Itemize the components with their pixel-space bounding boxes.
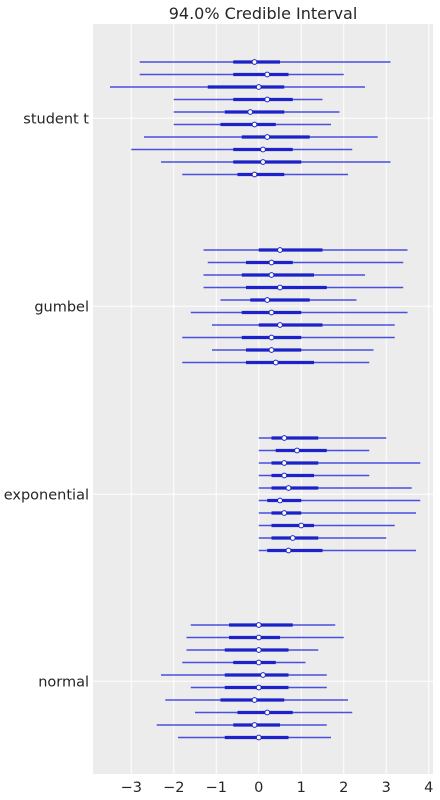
interval-marks: [110, 59, 421, 741]
interval: [173, 109, 340, 115]
median-point: [277, 247, 283, 253]
group-label: gumbel: [34, 299, 89, 315]
median-point: [277, 284, 283, 291]
interval: [190, 684, 327, 691]
median-point: [255, 84, 262, 90]
x-tick-label: −3: [121, 780, 142, 796]
median-point: [251, 722, 258, 728]
y-axis-labels: student t gumbel exponential normal: [4, 111, 90, 690]
median-point: [277, 497, 283, 504]
median-point: [260, 159, 266, 165]
median-point: [298, 522, 305, 529]
interval: [258, 485, 412, 491]
x-tick-label: 4: [424, 780, 433, 796]
interval: [258, 472, 370, 479]
interval: [212, 347, 374, 353]
interval: [144, 134, 378, 140]
interval: [139, 71, 344, 78]
median-point: [264, 297, 271, 303]
interval: [258, 435, 387, 441]
group-label: student t: [23, 111, 89, 127]
median-point: [251, 171, 258, 178]
interval: [258, 522, 395, 529]
interval: [186, 647, 319, 653]
interval: [161, 159, 391, 165]
interval: [258, 535, 387, 541]
interval: [190, 309, 408, 316]
median-point: [268, 309, 275, 316]
median-point: [268, 272, 275, 278]
median-point: [272, 359, 279, 366]
interval: [156, 722, 327, 728]
median-point: [268, 334, 275, 341]
median-point: [264, 71, 271, 78]
median-point: [255, 684, 262, 691]
interval: [258, 510, 416, 516]
x-tick-label: 1: [297, 780, 306, 796]
median-point: [255, 734, 262, 741]
median-point: [285, 547, 292, 554]
interval: [186, 634, 344, 641]
median-point: [260, 672, 266, 678]
interval: [178, 734, 331, 741]
median-point: [251, 121, 258, 128]
group-label: normal: [38, 674, 89, 690]
median-point: [277, 322, 283, 328]
interval: [195, 709, 353, 716]
median-point: [255, 659, 262, 666]
interval: [139, 59, 391, 65]
interval: [258, 497, 421, 504]
median-point: [264, 709, 271, 716]
x-tick-label: 3: [382, 780, 391, 796]
interval: [173, 121, 331, 128]
median-point: [264, 134, 271, 140]
interval: [182, 334, 395, 341]
median-point: [264, 96, 271, 103]
interval: [182, 359, 370, 366]
interval: [182, 659, 306, 666]
interval: [165, 697, 348, 703]
x-tick-label: −1: [206, 780, 227, 796]
interval: [161, 672, 327, 678]
median-point: [251, 59, 258, 65]
interval: [173, 96, 323, 103]
x-axis-tick-labels: −3 −2 −1 0 1 2 3 4: [121, 780, 434, 796]
interval: [212, 322, 395, 328]
median-point: [285, 485, 292, 491]
median-point: [255, 634, 262, 641]
median-point: [268, 347, 275, 353]
interval: [182, 171, 348, 178]
x-tick-label: −2: [163, 780, 184, 796]
interval: [131, 146, 353, 153]
interval: [110, 84, 365, 90]
median-point: [281, 510, 288, 516]
median-point: [281, 460, 288, 466]
median-point: [268, 259, 275, 266]
median-point: [255, 622, 262, 628]
median-point: [281, 472, 288, 479]
median-point: [247, 109, 254, 115]
interval: [258, 447, 370, 454]
x-tick-label: 2: [339, 780, 348, 796]
median-point: [289, 535, 296, 541]
interval: [203, 247, 408, 253]
interval: [258, 547, 416, 554]
median-point: [260, 146, 266, 153]
median-point: [294, 447, 300, 454]
median-point: [251, 697, 258, 703]
interval: [258, 460, 421, 466]
interval: [203, 272, 365, 278]
interval: [220, 297, 357, 303]
group-label: exponential: [4, 487, 89, 503]
interval: [203, 284, 404, 291]
interval: [207, 259, 404, 266]
median-point: [255, 647, 262, 653]
x-tick-label: 0: [254, 780, 263, 796]
interval: [190, 622, 336, 628]
chart-title: 94.0% Credible Interval: [169, 4, 358, 23]
median-point: [281, 435, 288, 441]
